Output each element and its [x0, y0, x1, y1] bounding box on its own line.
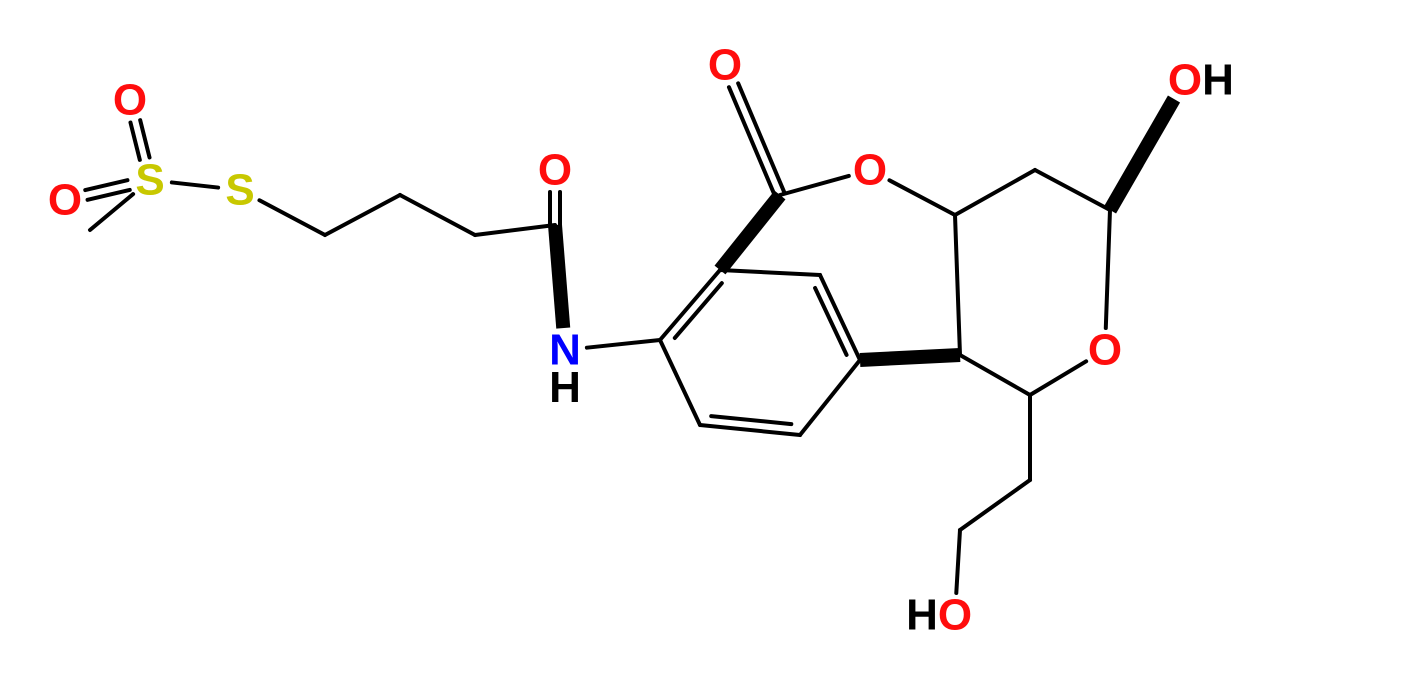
bond [738, 83, 784, 193]
molecule-diagram: SOOSNHOOOOHOOH [0, 0, 1424, 685]
atom-S: S [135, 156, 164, 205]
bond [85, 180, 127, 190]
bond-wedge [548, 224, 570, 328]
atom-O: O [1088, 326, 1122, 375]
atom-O: O [708, 41, 742, 90]
bond [956, 530, 960, 593]
bond [1030, 361, 1086, 395]
atom-O: O [48, 176, 82, 225]
bond [960, 355, 1030, 395]
bond [700, 425, 800, 435]
bond [955, 215, 960, 355]
bond [960, 480, 1030, 530]
bond [800, 360, 860, 435]
atom-O: O [113, 76, 147, 125]
bond [400, 195, 475, 235]
bond [475, 225, 555, 235]
bond [780, 176, 849, 195]
bond [587, 340, 660, 348]
bond [1035, 170, 1110, 210]
bond [889, 180, 955, 215]
bond [172, 182, 218, 187]
bond-wedge [860, 348, 961, 367]
bond [88, 190, 130, 200]
bond [325, 195, 400, 235]
atom-O: O [938, 591, 972, 640]
bond [259, 200, 325, 235]
bond [675, 283, 722, 338]
bond [720, 270, 820, 275]
bond [660, 270, 720, 340]
atom-H: H [549, 363, 581, 412]
bond [1106, 210, 1110, 328]
bond-wedge [715, 191, 786, 275]
atom-S: S [225, 166, 254, 215]
bond [660, 340, 700, 425]
atom-O: O [1168, 56, 1202, 105]
bond [130, 123, 139, 160]
bond [140, 120, 149, 157]
atom-O: O [853, 146, 887, 195]
bond [955, 170, 1035, 215]
atom-H: H [906, 591, 938, 640]
bond [729, 87, 775, 197]
bond [820, 275, 860, 360]
atom-H: H [1202, 56, 1234, 105]
bond-wedge [1104, 96, 1180, 214]
bond [711, 416, 791, 424]
atom-O: O [538, 146, 572, 195]
